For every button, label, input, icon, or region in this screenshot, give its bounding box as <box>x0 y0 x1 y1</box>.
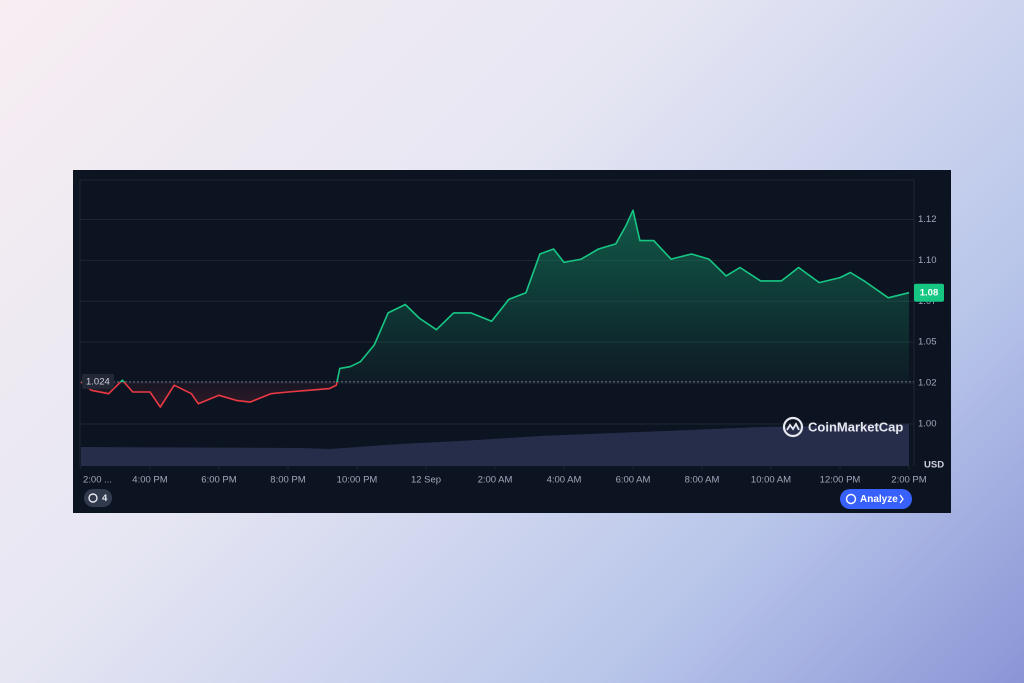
x-tick-label: 10:00 AM <box>751 475 791 486</box>
last-price-label: 1.08 <box>920 288 939 299</box>
y-tick-label: 1.05 <box>918 337 937 348</box>
x-tick-label: 4:00 PM <box>132 475 167 486</box>
y-tick-label: 1.10 <box>918 255 937 266</box>
last-price-badge <box>914 283 944 302</box>
y-tick-label: 1.12 <box>918 214 937 225</box>
x-tick-label: 6:00 AM <box>616 475 651 486</box>
history-count: 4 <box>102 493 108 504</box>
analyze-button[interactable] <box>840 489 912 509</box>
history-button[interactable] <box>84 489 112 507</box>
x-tick-label: 8:00 AM <box>685 475 720 486</box>
watermark: CoinMarketCap <box>808 419 903 434</box>
baseline-label-bg <box>82 373 114 389</box>
x-tick-label: 6:00 PM <box>201 475 236 486</box>
x-tick-label: 2:00 PM <box>891 475 926 486</box>
analyze-label: Analyze <box>860 494 898 505</box>
baseline-label: 1.024 <box>86 376 110 387</box>
history-icon <box>88 493 98 503</box>
price-area <box>81 210 909 408</box>
analyze-icon <box>845 493 857 505</box>
watermark-logo <box>782 416 804 438</box>
analyze-chevron <box>899 494 904 504</box>
x-tick-label: 12 Sep <box>411 475 441 486</box>
y-axis-unit: USD <box>924 460 944 471</box>
y-tick-label: 1.02 <box>918 378 937 389</box>
x-tick-label: 2:00 AM <box>478 475 513 486</box>
x-tick-label: 2:00 ... <box>83 475 112 486</box>
x-tick-label: 10:00 PM <box>337 475 378 486</box>
x-tick-label: 4:00 AM <box>547 475 582 486</box>
x-tick-label: 12:00 PM <box>820 475 861 486</box>
y-tick-label: 1.00 <box>918 418 937 429</box>
volume-area <box>81 424 909 466</box>
price-line <box>80 209 910 408</box>
x-tick-label: 8:00 PM <box>270 475 305 486</box>
